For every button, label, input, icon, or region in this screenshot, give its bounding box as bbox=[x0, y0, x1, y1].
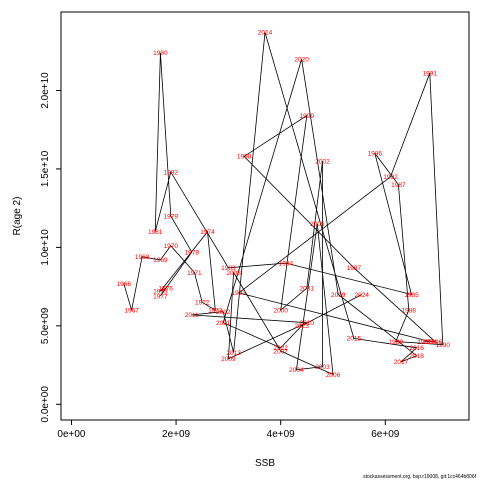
year-label-2017: 2017 bbox=[394, 359, 409, 366]
y-tick-label: 0.0e+00 bbox=[40, 386, 51, 423]
year-label-1994: 1994 bbox=[423, 339, 438, 346]
x-axis-label: SSB bbox=[255, 458, 275, 469]
year-label-1998: 1998 bbox=[237, 154, 252, 161]
year-label-2001: 2001 bbox=[300, 286, 315, 293]
x-tick-label: 6e+09 bbox=[371, 429, 400, 440]
year-label-2009: 2009 bbox=[221, 356, 236, 363]
year-label-1979: 1979 bbox=[164, 213, 179, 220]
year-label-1999: 1999 bbox=[300, 113, 315, 120]
year-label-1990: 1990 bbox=[436, 342, 451, 349]
year-label-2013: 2013 bbox=[226, 350, 241, 357]
year-label-1992: 1992 bbox=[383, 174, 398, 181]
x-tick-label: 2e+09 bbox=[162, 429, 191, 440]
year-label-2019: 2019 bbox=[331, 292, 346, 299]
year-label-2007: 2007 bbox=[273, 348, 288, 355]
plot-frame bbox=[60, 11, 470, 421]
footer-credit: stockassessment.org, bsp.r19008, git:1cc… bbox=[363, 474, 476, 480]
year-label-2005: 2005 bbox=[310, 221, 325, 228]
year-label-2024: 2024 bbox=[355, 292, 370, 299]
year-label-1991: 1991 bbox=[423, 71, 438, 78]
year-label-1980: 1980 bbox=[153, 50, 168, 57]
year-label-1989: 1989 bbox=[389, 339, 404, 346]
year-label-2021: 2021 bbox=[216, 320, 231, 327]
year-label-1986: 1986 bbox=[368, 151, 383, 158]
year-label-1970: 1970 bbox=[164, 243, 179, 250]
year-label-1971: 1971 bbox=[187, 270, 202, 277]
year-label-1987: 1987 bbox=[391, 182, 406, 189]
x-tick-label: 4e+09 bbox=[267, 429, 296, 440]
year-label-1975: 1975 bbox=[153, 289, 168, 296]
y-tick-label: 1.5e+10 bbox=[40, 150, 51, 187]
year-label-1985: 1985 bbox=[404, 292, 419, 299]
year-label-2022: 2022 bbox=[273, 345, 288, 352]
year-label-1973: 1973 bbox=[208, 308, 223, 315]
year-label-2014: 2014 bbox=[258, 30, 273, 37]
year-label-2015: 2015 bbox=[347, 336, 362, 343]
year-label-1977: 1977 bbox=[153, 293, 168, 300]
y-axis: 0.0e+00 5.0e+09 1.0e+10 1.5e+10 2.0e+10 bbox=[40, 72, 61, 423]
year-label-2016: 2016 bbox=[409, 345, 424, 352]
year-label-2008: 2008 bbox=[226, 270, 241, 277]
year-label-2020: 2020 bbox=[294, 56, 309, 63]
y-tick-label: 5.0e+09 bbox=[40, 307, 51, 344]
year-label-1997: 1997 bbox=[347, 265, 362, 272]
year-label-1981: 1981 bbox=[148, 229, 163, 236]
y-axis-label: R(age 2) bbox=[12, 197, 23, 236]
year-label-1984: 1984 bbox=[279, 260, 294, 267]
year-label-2004: 2004 bbox=[289, 367, 304, 374]
recruitment-series-line bbox=[123, 32, 444, 376]
year-label-1983: 1983 bbox=[221, 265, 236, 272]
year-label-1995: 1995 bbox=[417, 339, 432, 346]
year-label-1988: 1988 bbox=[402, 308, 417, 315]
year-label-1967: 1967 bbox=[124, 308, 139, 315]
year-label-1974: 1974 bbox=[200, 229, 215, 236]
year-label-2012: 2012 bbox=[216, 309, 231, 316]
year-label-1982: 1982 bbox=[164, 169, 179, 176]
x-axis: 0e+00 2e+09 4e+09 6e+09 bbox=[57, 420, 400, 440]
year-label-2018: 2018 bbox=[409, 353, 424, 360]
x-tick-label: 0e+00 bbox=[57, 429, 86, 440]
year-label-1976: 1976 bbox=[158, 286, 173, 293]
year-label-1972: 1972 bbox=[195, 300, 210, 307]
y-tick-label: 2.0e+10 bbox=[40, 72, 51, 109]
year-label-1966: 1966 bbox=[117, 281, 132, 288]
year-label-1978: 1978 bbox=[185, 249, 200, 256]
year-label-1969: 1969 bbox=[153, 257, 168, 264]
y-tick-label: 1.0e+10 bbox=[40, 229, 51, 266]
year-label-2010: 2010 bbox=[300, 320, 315, 327]
year-label-2003: 2003 bbox=[315, 364, 330, 371]
year-label-1993: 1993 bbox=[232, 290, 247, 297]
year-label-2000: 2000 bbox=[273, 308, 288, 315]
year-label-2011: 2011 bbox=[185, 312, 199, 319]
year-label-2002: 2002 bbox=[315, 158, 330, 165]
year-label-1968: 1968 bbox=[135, 254, 150, 261]
year-label-2006: 2006 bbox=[326, 372, 341, 379]
year-label-1996: 1996 bbox=[428, 339, 443, 346]
year-label-2023: 2023 bbox=[294, 323, 309, 330]
